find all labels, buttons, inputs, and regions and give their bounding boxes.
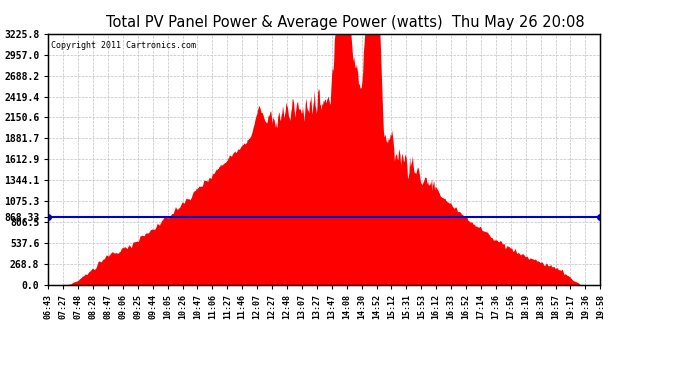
Text: Copyright 2011 Cartronics.com: Copyright 2011 Cartronics.com: [51, 41, 196, 50]
Text: Total PV Panel Power & Average Power (watts)  Thu May 26 20:08: Total PV Panel Power & Average Power (wa…: [106, 15, 584, 30]
